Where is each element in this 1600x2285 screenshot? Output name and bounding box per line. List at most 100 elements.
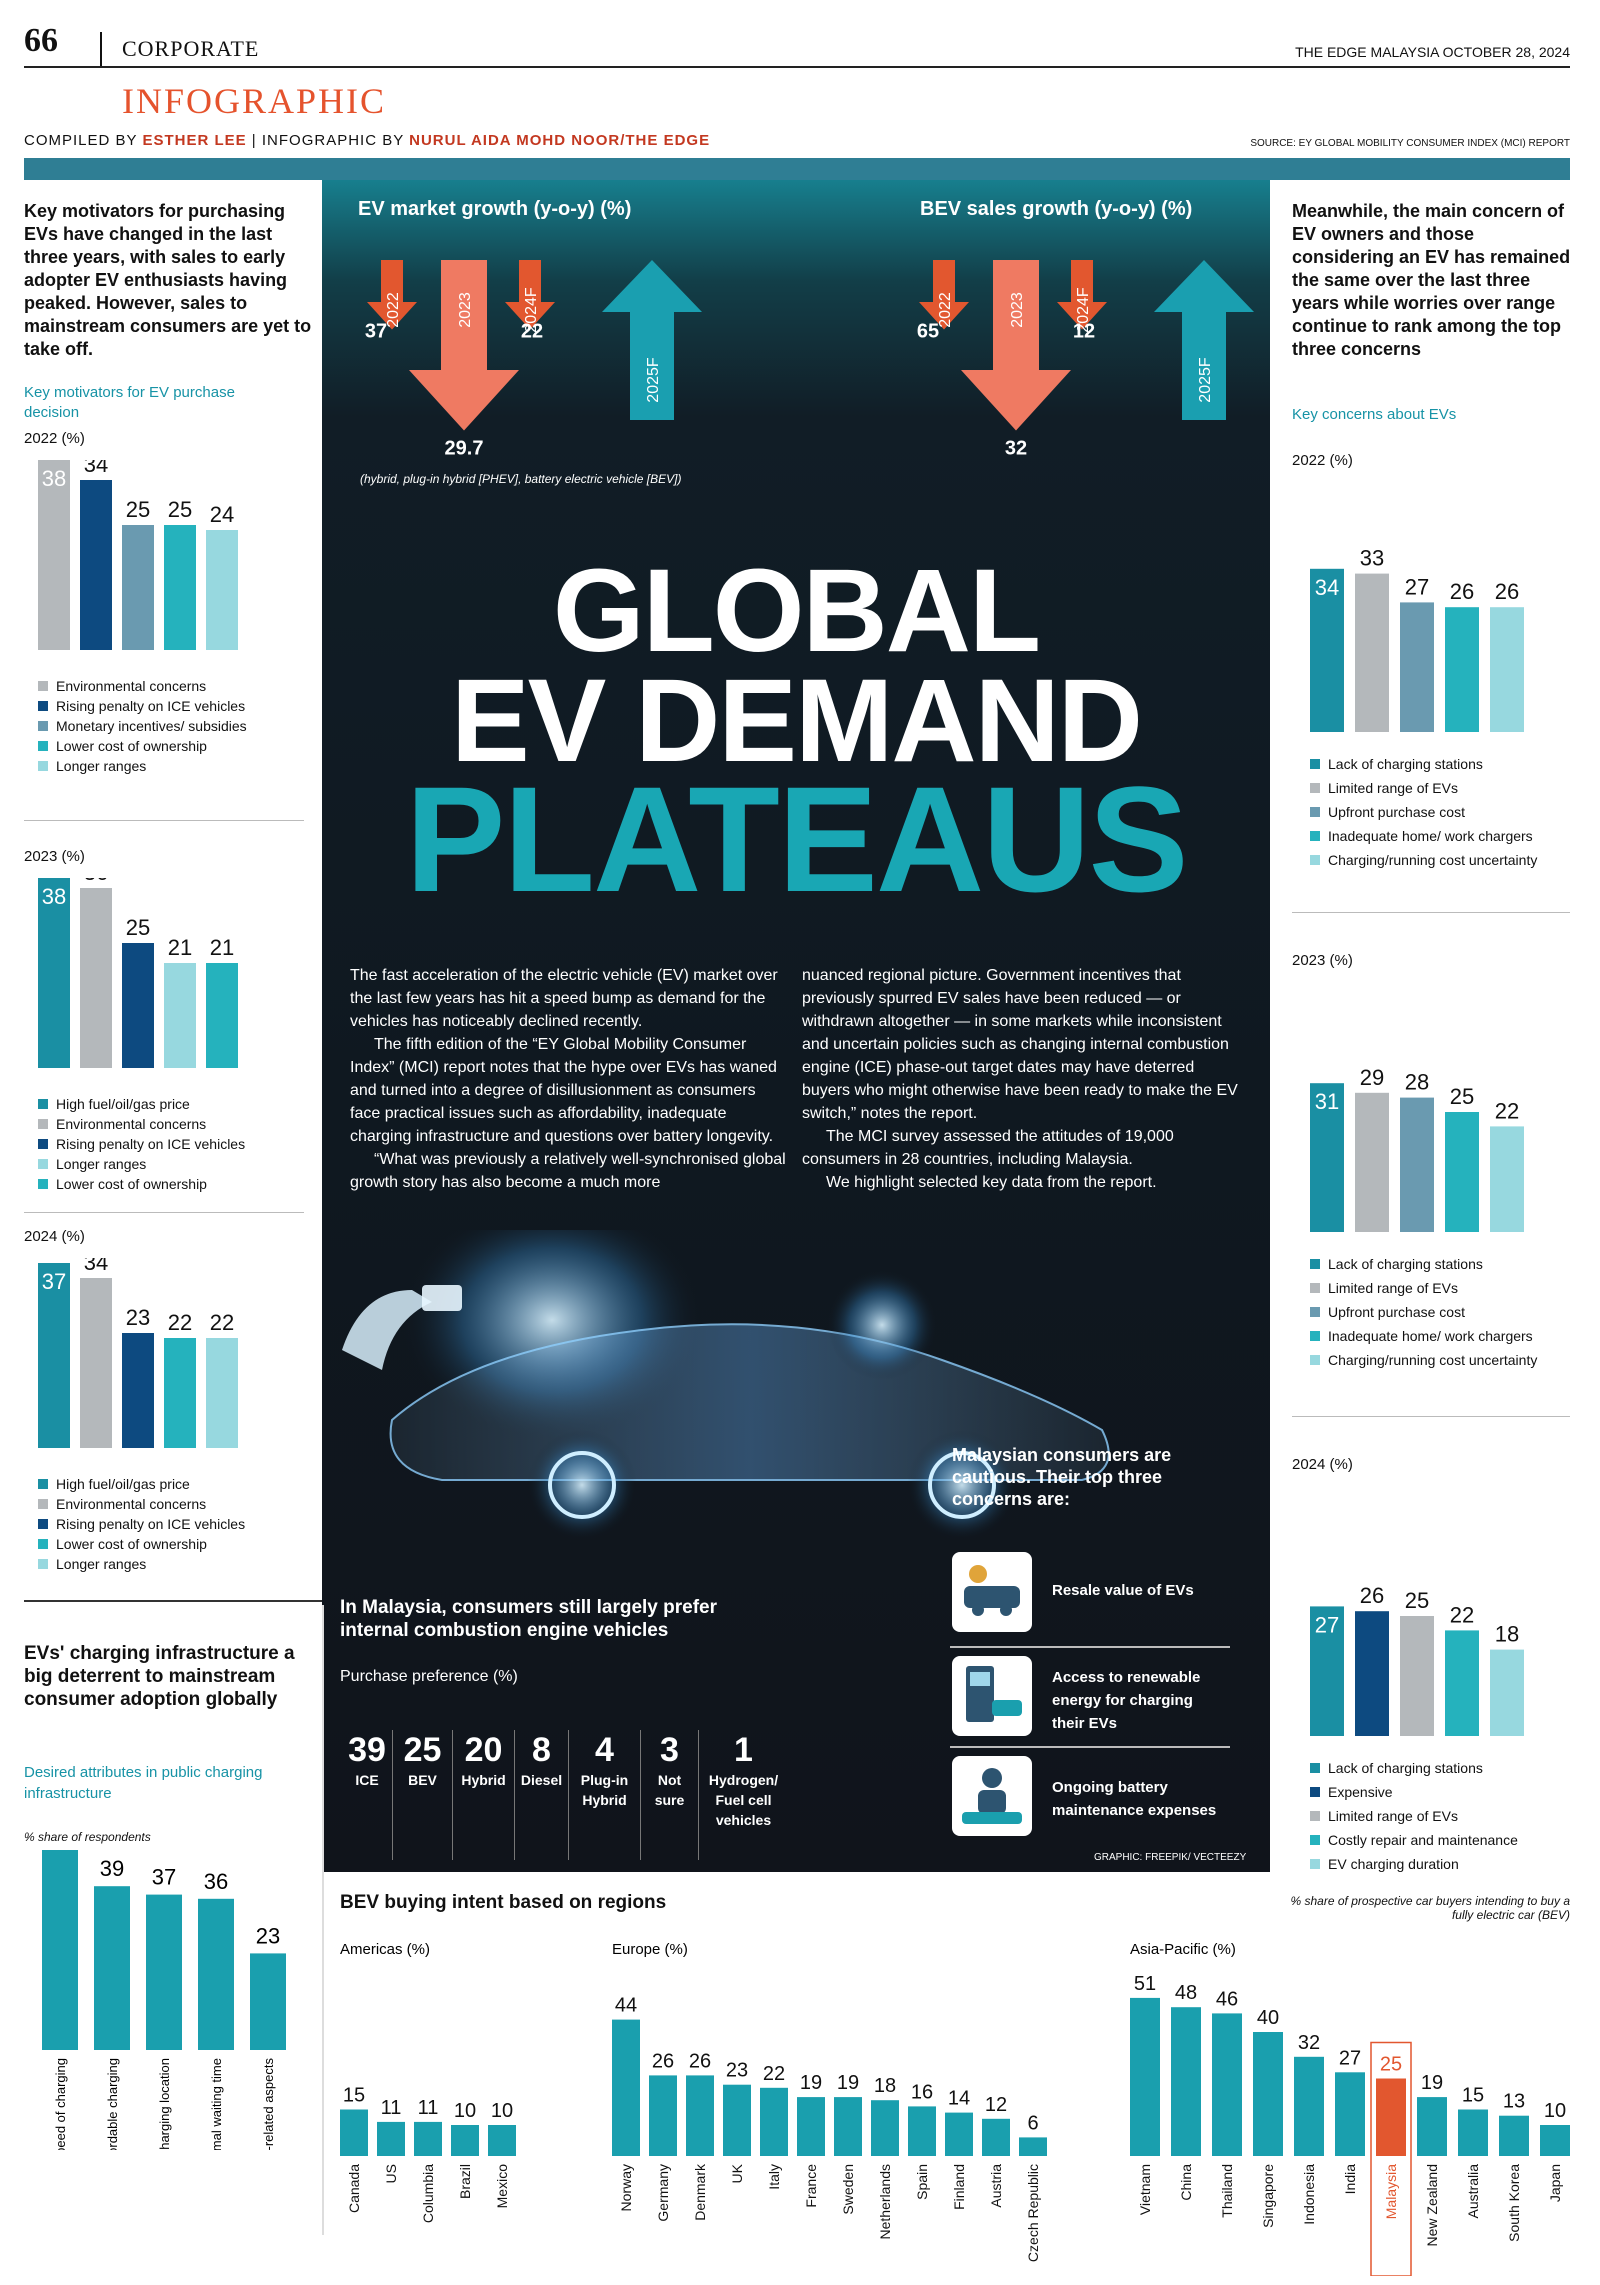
purchase-item: 20 Hybrid [452,1730,514,1860]
bar-value: 10 [1544,2100,1566,2122]
bar-value: 48 [1175,1982,1197,2004]
bar-value: 51 [1134,1973,1156,1995]
bar-value: 39 [100,1856,124,1881]
chart-title: 2022 (%) [24,430,85,447]
bar-value: 36 [204,1869,228,1894]
bar [164,525,196,650]
country-label: Canada [346,2164,362,2213]
bar-value: 18 [1495,1622,1519,1647]
bar-value: 22 [1450,1602,1474,1627]
bar [982,2118,1010,2156]
purchase-label: Plug-in Hybrid [580,1772,629,1808]
body-p5: We highlight selected key data from the … [826,1174,1157,1191]
center-panel [322,180,1270,1872]
legend-label: Longer ranges [56,1556,147,1572]
bars: 38 36 25 21 21 [38,878,238,1068]
credits: COMPILED BY ESTHER LEE | INFOGRAPHIC BY … [24,132,710,149]
infra-title: EVs' charging infrastructure a big deter… [24,1643,295,1710]
bar [686,2075,714,2156]
headline-plateaus: PLATEAUS [405,755,1188,923]
country-label: Australia [1465,2164,1481,2219]
legend-item: Monetary incentives/ subsidies [38,716,247,736]
legend-item: Environmental concerns [38,1114,245,1134]
country-label: Denmark [692,2163,708,2221]
legend: Lack of charging stations Limited range o… [1310,1252,1537,1372]
purchase-label: Diesel [520,1772,563,1788]
header-divider [100,32,102,66]
bars: 34 33 27 26 26 [1310,546,1524,732]
bar [1400,1097,1434,1232]
bar-value: 27 [1405,574,1429,599]
bar-value: 25 [126,497,150,522]
bar-value: 24 [210,502,234,527]
bar-value: 40 [1257,2007,1279,2029]
infographic-prefix: | INFOGRAPHIC BY [251,132,404,149]
legend-item: Lower cost of ownership [38,1174,245,1194]
bar [1445,1112,1479,1232]
year-label: 2023 [457,292,474,328]
bar-value: 15 [1462,2085,1484,2107]
country-label: Austria [988,2164,1004,2208]
bar-value: 21 [210,935,234,960]
country-label: Indonesia [1301,2164,1317,2225]
bar-value: 22 [210,1310,234,1335]
country-label: Columbia [420,2164,436,2223]
bar [1310,568,1344,732]
legend-item: Rising penalty on ICE vehicles [38,1134,245,1154]
country-label: Brazil [457,2164,473,2199]
bars: 37 34 23 22 22 [38,1258,238,1448]
country-label: France [803,2164,819,2208]
country-label: UK [729,2163,745,2183]
country-label: Germany [655,2164,671,2222]
legend-swatch [1310,1763,1320,1773]
bar [38,878,70,1068]
purchase-pref-label: Purchase preference (%) [340,1668,518,1685]
section-name: CORPORATE [122,36,260,61]
country-label: Spain [914,2164,930,2200]
bar [80,888,112,1068]
legend-item: Longer ranges [38,756,247,776]
bar-value: 25 [126,915,150,940]
purchase-item: 8 Diesel [514,1730,568,1860]
region-title: Americas (%) [340,1941,430,1958]
bar-value: 44 [615,1995,637,2017]
legend-item: Environmental concerns [38,676,247,696]
bar [1212,2013,1242,2156]
legend-item: Rising penalty on ICE vehicles [38,1514,245,1534]
legend-item: Environmental concerns [38,1494,245,1514]
regions-title: BEV buying intent based on regions [340,1892,667,1913]
bar [1490,1649,1524,1736]
legend-label: Charging/running cost uncertainty [1328,1352,1538,1368]
value-label: 65 [917,321,939,343]
bar [834,2097,862,2156]
legend-swatch [38,681,48,691]
value-label: 23 [641,230,663,233]
legend-swatch [38,701,48,711]
bar-value: 16 [911,2081,933,2103]
concerns-title: Malaysian consumers are cautious. Their … [952,1445,1172,1509]
legend-label: EV charging duration [1328,1856,1459,1872]
legend-swatch [38,1539,48,1549]
bar-value: 19 [837,2072,859,2094]
bar [649,2075,677,2156]
bars: 38 34 25 25 24 [38,460,238,650]
bar [80,1278,112,1448]
bar [1400,1616,1434,1736]
body-p3b: nuanced regional picture. Government inc… [802,967,1238,1122]
legend-label: Limited range of EVs [1328,1280,1458,1296]
country-label: US [383,2164,399,2183]
legend-item: Lack of charging stations [1310,1756,1518,1780]
legend-label: Rising penalty on ICE vehicles [56,698,246,714]
region-title: Europe (%) [612,1941,688,1958]
purchase-value: 3 [660,1731,679,1769]
value-label: 32 [1005,438,1027,460]
bar [1376,2078,1406,2156]
purchase-item: 3 Not sure [640,1730,698,1860]
bar-value: 22 [1495,1098,1519,1123]
graphic-credit: GRAPHIC: FREEPIK/ VECTEEZY [1094,1852,1247,1863]
publication-dateline: THE EDGE MALAYSIA OCTOBER 28, 2024 [1295,44,1570,60]
country-label: South Korea [1506,2164,1522,2242]
legend-item: Inadequate home/ work chargers [1310,824,1537,848]
bar-value: 37 [152,1865,176,1890]
bar-value: 11 [418,2097,439,2119]
